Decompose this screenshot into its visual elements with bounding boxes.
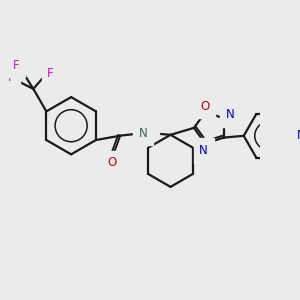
- Text: O: O: [107, 156, 116, 169]
- Text: F: F: [8, 71, 14, 84]
- Text: F: F: [47, 67, 54, 80]
- Text: N: N: [297, 129, 300, 142]
- Text: F: F: [13, 59, 19, 72]
- Text: N: N: [138, 127, 147, 140]
- Text: N: N: [225, 108, 234, 121]
- Text: H: H: [146, 122, 154, 131]
- Text: N: N: [199, 144, 208, 157]
- Text: O: O: [201, 100, 210, 112]
